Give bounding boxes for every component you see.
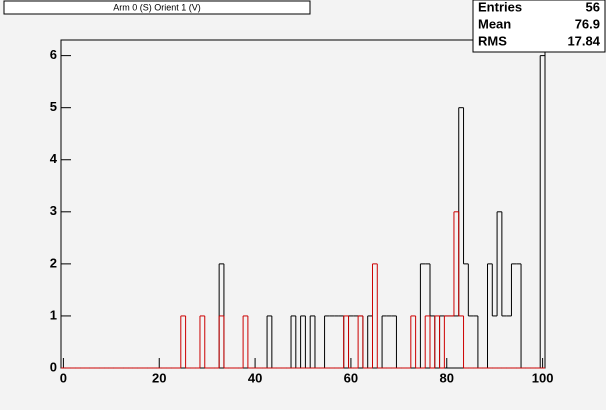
title-box: [3, 0, 311, 15]
y-tick-label: 2: [50, 255, 57, 270]
x-tick-label: 100: [532, 370, 554, 385]
frame: [60, 39, 546, 369]
y-tick-label: 5: [50, 99, 57, 114]
y-tick-label: 6: [50, 47, 57, 62]
stats-value: 17.84: [567, 33, 600, 48]
stats-box: [472, 0, 606, 53]
y-tick-label: 0: [50, 359, 57, 374]
stats-label: RMS: [478, 33, 507, 48]
y-tick-label: 1: [50, 307, 57, 322]
chart-title: Arm 0 (S) Orient 1 (V): [113, 2, 201, 12]
y-tick-label: 4: [50, 151, 58, 166]
x-tick-label: 80: [440, 370, 454, 385]
stats-value: 76.9: [575, 16, 600, 31]
stats-label: Entries: [478, 0, 522, 14]
x-tick-label: 60: [344, 370, 358, 385]
x-tick-label: 20: [152, 370, 166, 385]
stats-value: 56: [586, 0, 600, 14]
stats: Entries 56 Mean 76.9 RMS 17.84: [478, 0, 601, 48]
y-tick-label: 3: [50, 203, 57, 218]
x-tick-label: 40: [248, 370, 262, 385]
stats-label: Mean: [478, 16, 511, 31]
x-tick-label: 0: [60, 370, 67, 385]
